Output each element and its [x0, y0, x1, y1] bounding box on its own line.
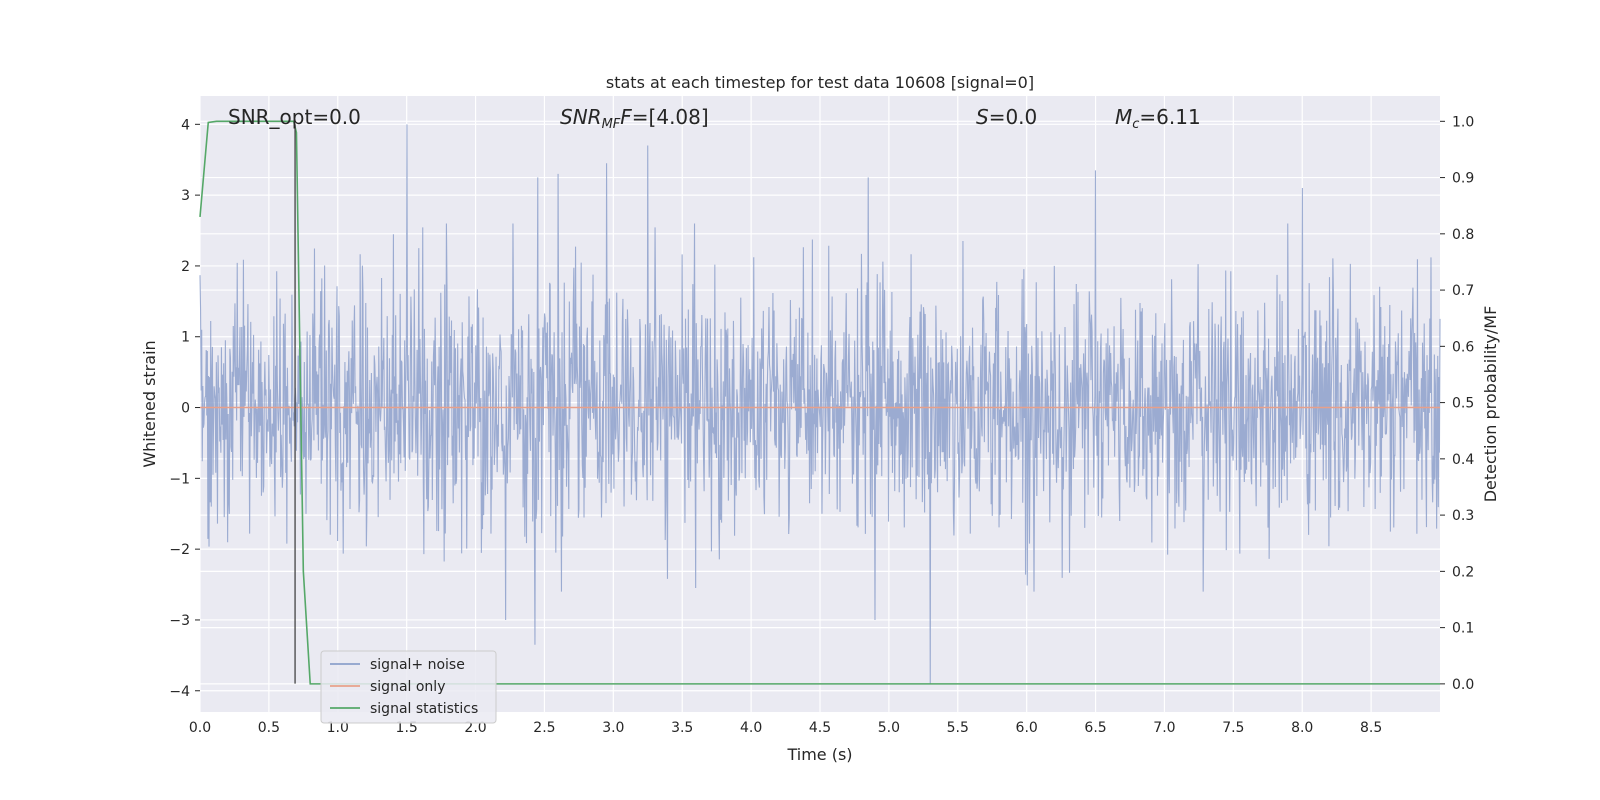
- y2-tick-label: 0.4: [1452, 452, 1474, 468]
- x-tick-label: 3.0: [602, 720, 624, 736]
- x-tick-label: 7.5: [1222, 720, 1244, 736]
- legend: signal+ noise signal only signal statist…: [320, 650, 497, 724]
- y2-tick-label: 0.2: [1452, 564, 1474, 580]
- x-tick-label: 4.0: [740, 720, 762, 736]
- y2-tick-label: 1.0: [1452, 114, 1474, 130]
- y-tick-label: 4: [181, 117, 190, 133]
- annotation-s: S=0.0: [976, 105, 1037, 129]
- y-tick-label: −2: [169, 542, 190, 558]
- x-tick-label: 0.0: [189, 720, 211, 736]
- y-tick-label: 3: [181, 188, 190, 204]
- y2-tick-label: 0.8: [1452, 227, 1474, 243]
- y2-tick-label: 0.5: [1452, 396, 1474, 412]
- signal-noise-line: [199, 124, 1441, 684]
- signal-noise-series: [199, 124, 1441, 684]
- y-tick-label: 2: [181, 259, 190, 275]
- signal-statistics-line: [199, 120, 1440, 685]
- signal-statistics-series: [199, 120, 1440, 685]
- y2-tick-labels: 0.0 0.1 0.2 0.3 0.4 0.5 0.6 0.7 0.8 0.9 1.0: [1440, 114, 1474, 693]
- y-tick-labels: −4 −3 −2 −1 0 1 2 3 4: [169, 117, 200, 700]
- annotation-snr-opt: SNR_opt=0.0: [228, 105, 361, 129]
- y-tick-label: −4: [169, 684, 190, 700]
- annotation-mc: Mc=6.11: [1115, 105, 1201, 132]
- y2-axis-label: Detection probability/MF: [1481, 306, 1500, 503]
- x-tick-label: 3.5: [671, 720, 693, 736]
- x-tick-labels: 0.0 0.5 1.0 1.5 2.0 2.5 3.0 3.5 4.0 4.5 5.0 5.5 6.0 6…: [189, 720, 1382, 736]
- annotation-snr-mf: SNRMFF=[4.08]: [560, 105, 709, 132]
- y2-tick-label: 0.3: [1452, 508, 1474, 524]
- x-tick-label: 8.5: [1360, 720, 1382, 736]
- y-tick-label: 0: [181, 401, 190, 417]
- y2-tick-label: 0.1: [1452, 621, 1474, 637]
- x-tick-label: 2.0: [464, 720, 486, 736]
- x-tick-label: 0.5: [258, 720, 280, 736]
- legend-label-signal-only: signal only: [370, 679, 445, 695]
- chart-title: stats at each timestep for test data 106…: [606, 73, 1034, 92]
- x-tick-label: 5.0: [878, 720, 900, 736]
- x-tick-label: 6.5: [1084, 720, 1106, 736]
- x-tick-label: 5.5: [947, 720, 969, 736]
- x-tick-label: 8.0: [1291, 720, 1313, 736]
- x-tick-label: 2.5: [533, 720, 555, 736]
- y-tick-label: 1: [181, 330, 190, 346]
- y-tick-label: −3: [169, 613, 190, 629]
- y-tick-label: −1: [169, 471, 190, 487]
- legend-label-signal-noise: signal+ noise: [370, 657, 465, 673]
- y2-tick-label: 0.9: [1452, 171, 1474, 187]
- x-tick-label: 4.5: [809, 720, 831, 736]
- legend-box: [320, 650, 497, 724]
- x-tick-label: 7.0: [1153, 720, 1175, 736]
- x-tick-label: 6.0: [1016, 720, 1038, 736]
- x-tick-label: 1.5: [396, 720, 418, 736]
- legend-label-signal-statistics: signal statistics: [370, 701, 478, 717]
- x-axis-label: Time (s): [786, 745, 852, 764]
- x-tick-label: 1.0: [327, 720, 349, 736]
- y-axis-label: Whitened strain: [140, 340, 159, 467]
- y2-tick-label: 0.0: [1452, 677, 1474, 693]
- y2-tick-label: 0.6: [1452, 339, 1474, 355]
- y2-tick-label: 0.7: [1452, 283, 1474, 299]
